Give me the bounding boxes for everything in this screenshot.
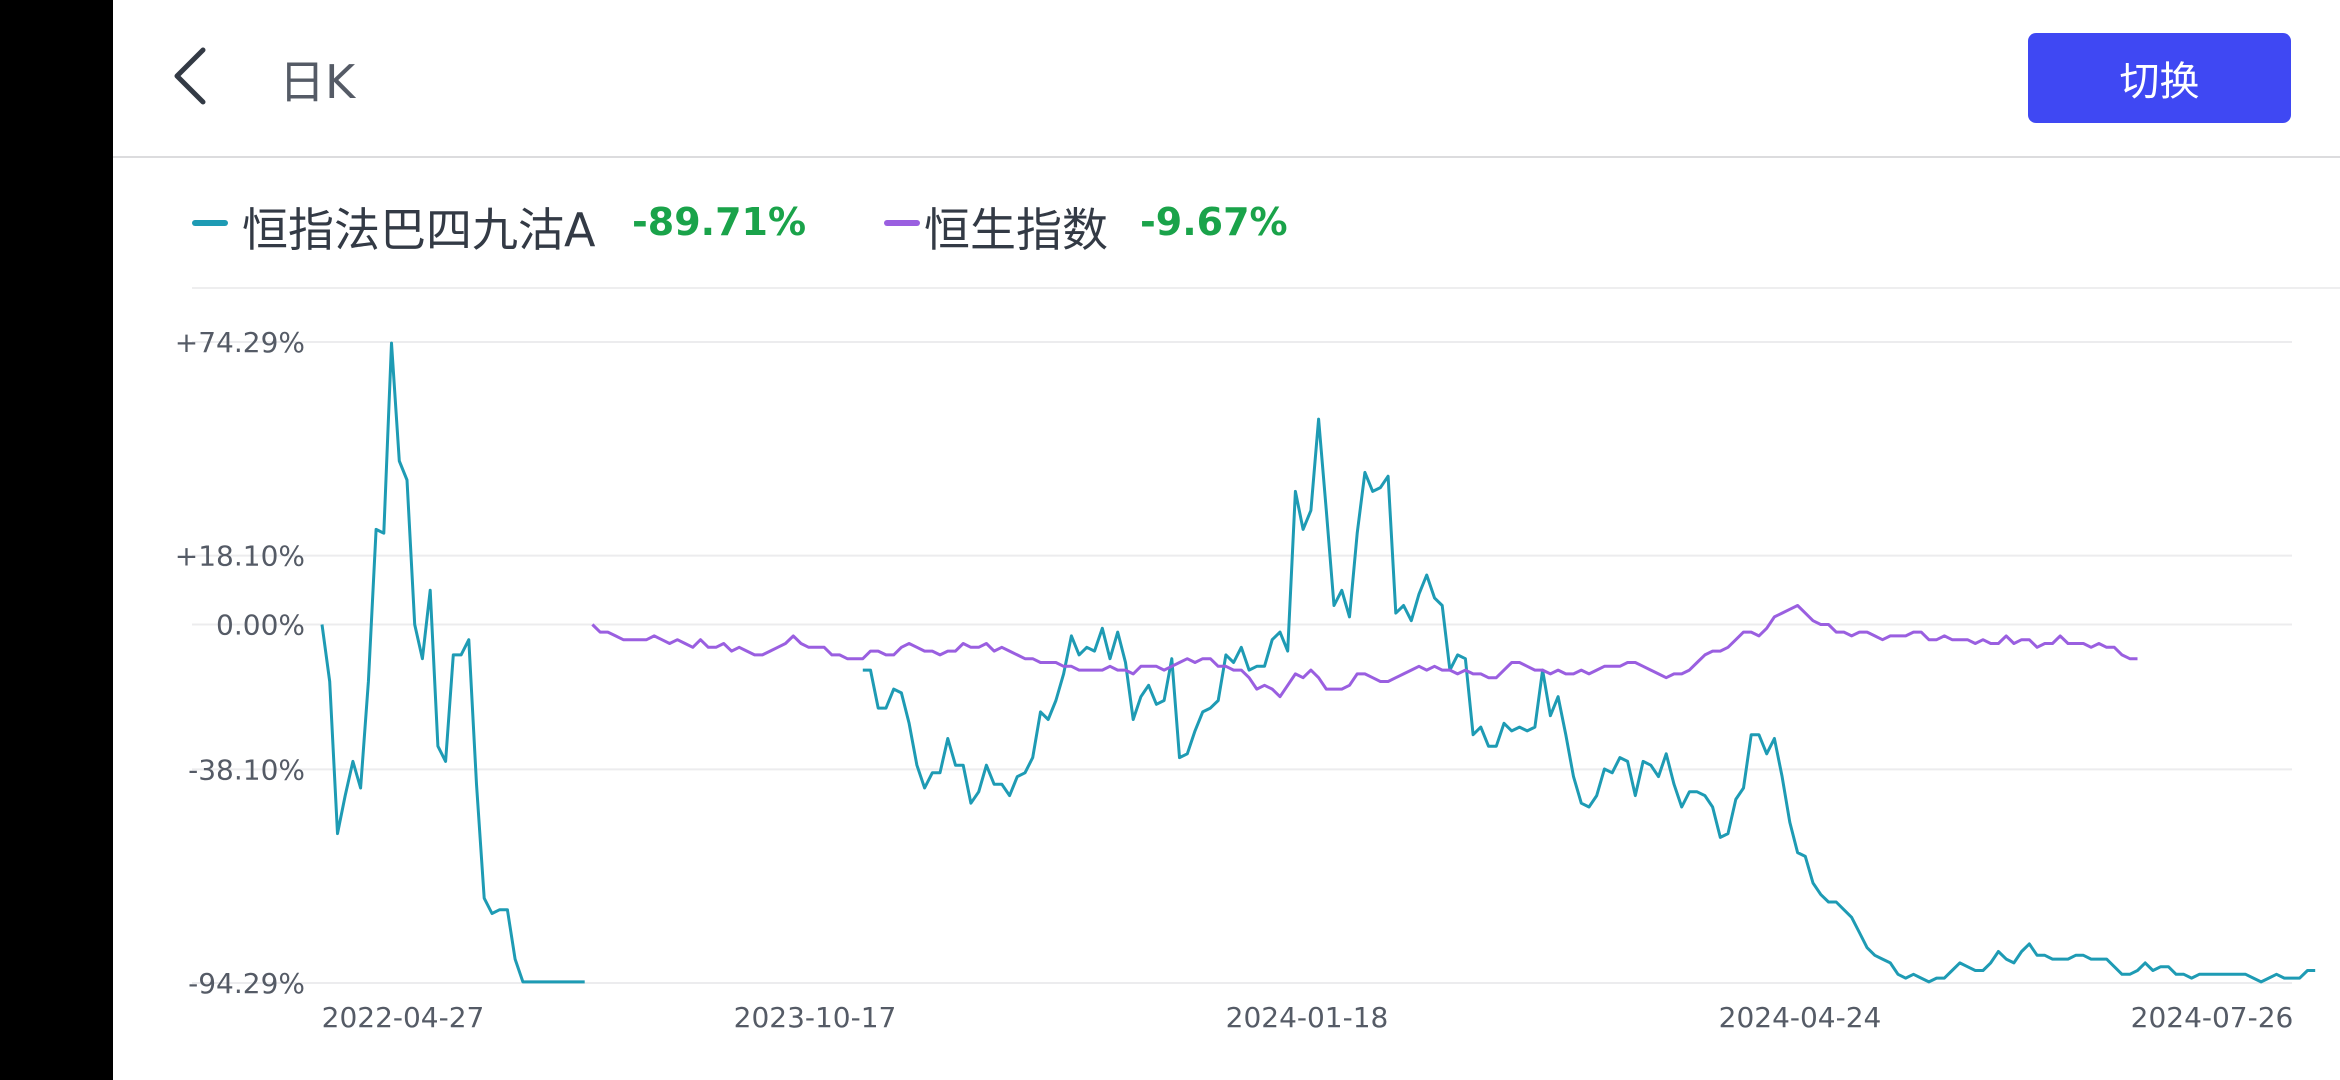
x-tick-label: 2023-10-17 <box>734 1001 897 1034</box>
y-tick-label: 0.00% <box>216 608 305 641</box>
x-tick-label: 2024-01-18 <box>1226 1001 1389 1034</box>
chevron-left-icon <box>174 47 206 105</box>
legend-divider <box>192 287 2340 289</box>
left-black-bar <box>0 0 113 1080</box>
grid-lines <box>192 341 2292 984</box>
header-bar: 日K 切换 <box>113 0 2340 158</box>
legend-swatch-warrant <box>192 220 228 226</box>
y-tick-label: +74.29% <box>175 326 305 359</box>
legend-name-warrant: 恒指法巴四九沽A <box>242 203 596 257</box>
legend-name-hsi: 恒生指数 <box>924 203 1108 257</box>
legend-value-hsi: -9.67% <box>1140 200 1288 244</box>
y-axis-labels: +74.29% +18.10% 0.00% -38.10% -94.29% <box>175 326 305 1000</box>
x-tick-label: 2024-07-26 <box>2131 1001 2294 1034</box>
back-button[interactable] <box>153 36 233 116</box>
y-tick-label: -38.10% <box>188 753 305 786</box>
x-tick-label: 2024-04-24 <box>1719 1001 1882 1034</box>
series-line-warrant <box>320 341 585 984</box>
switch-button[interactable]: 切换 <box>2028 33 2291 123</box>
series-lines <box>320 341 2316 984</box>
series-line-warrant <box>862 417 2316 984</box>
legend-swatch-hsi <box>884 220 920 226</box>
series-line-hsi <box>591 604 2138 699</box>
legend-value-warrant: -89.71% <box>632 200 807 244</box>
x-tick-label: 2022-04-27 <box>322 1001 485 1034</box>
page-title: 日K <box>279 55 356 109</box>
y-tick-label: -94.29% <box>188 967 305 1000</box>
x-axis-labels: 2022-04-27 2023-10-17 2024-01-18 2024-04-24… <box>322 1001 2294 1034</box>
y-tick-label: +18.10% <box>175 540 305 573</box>
